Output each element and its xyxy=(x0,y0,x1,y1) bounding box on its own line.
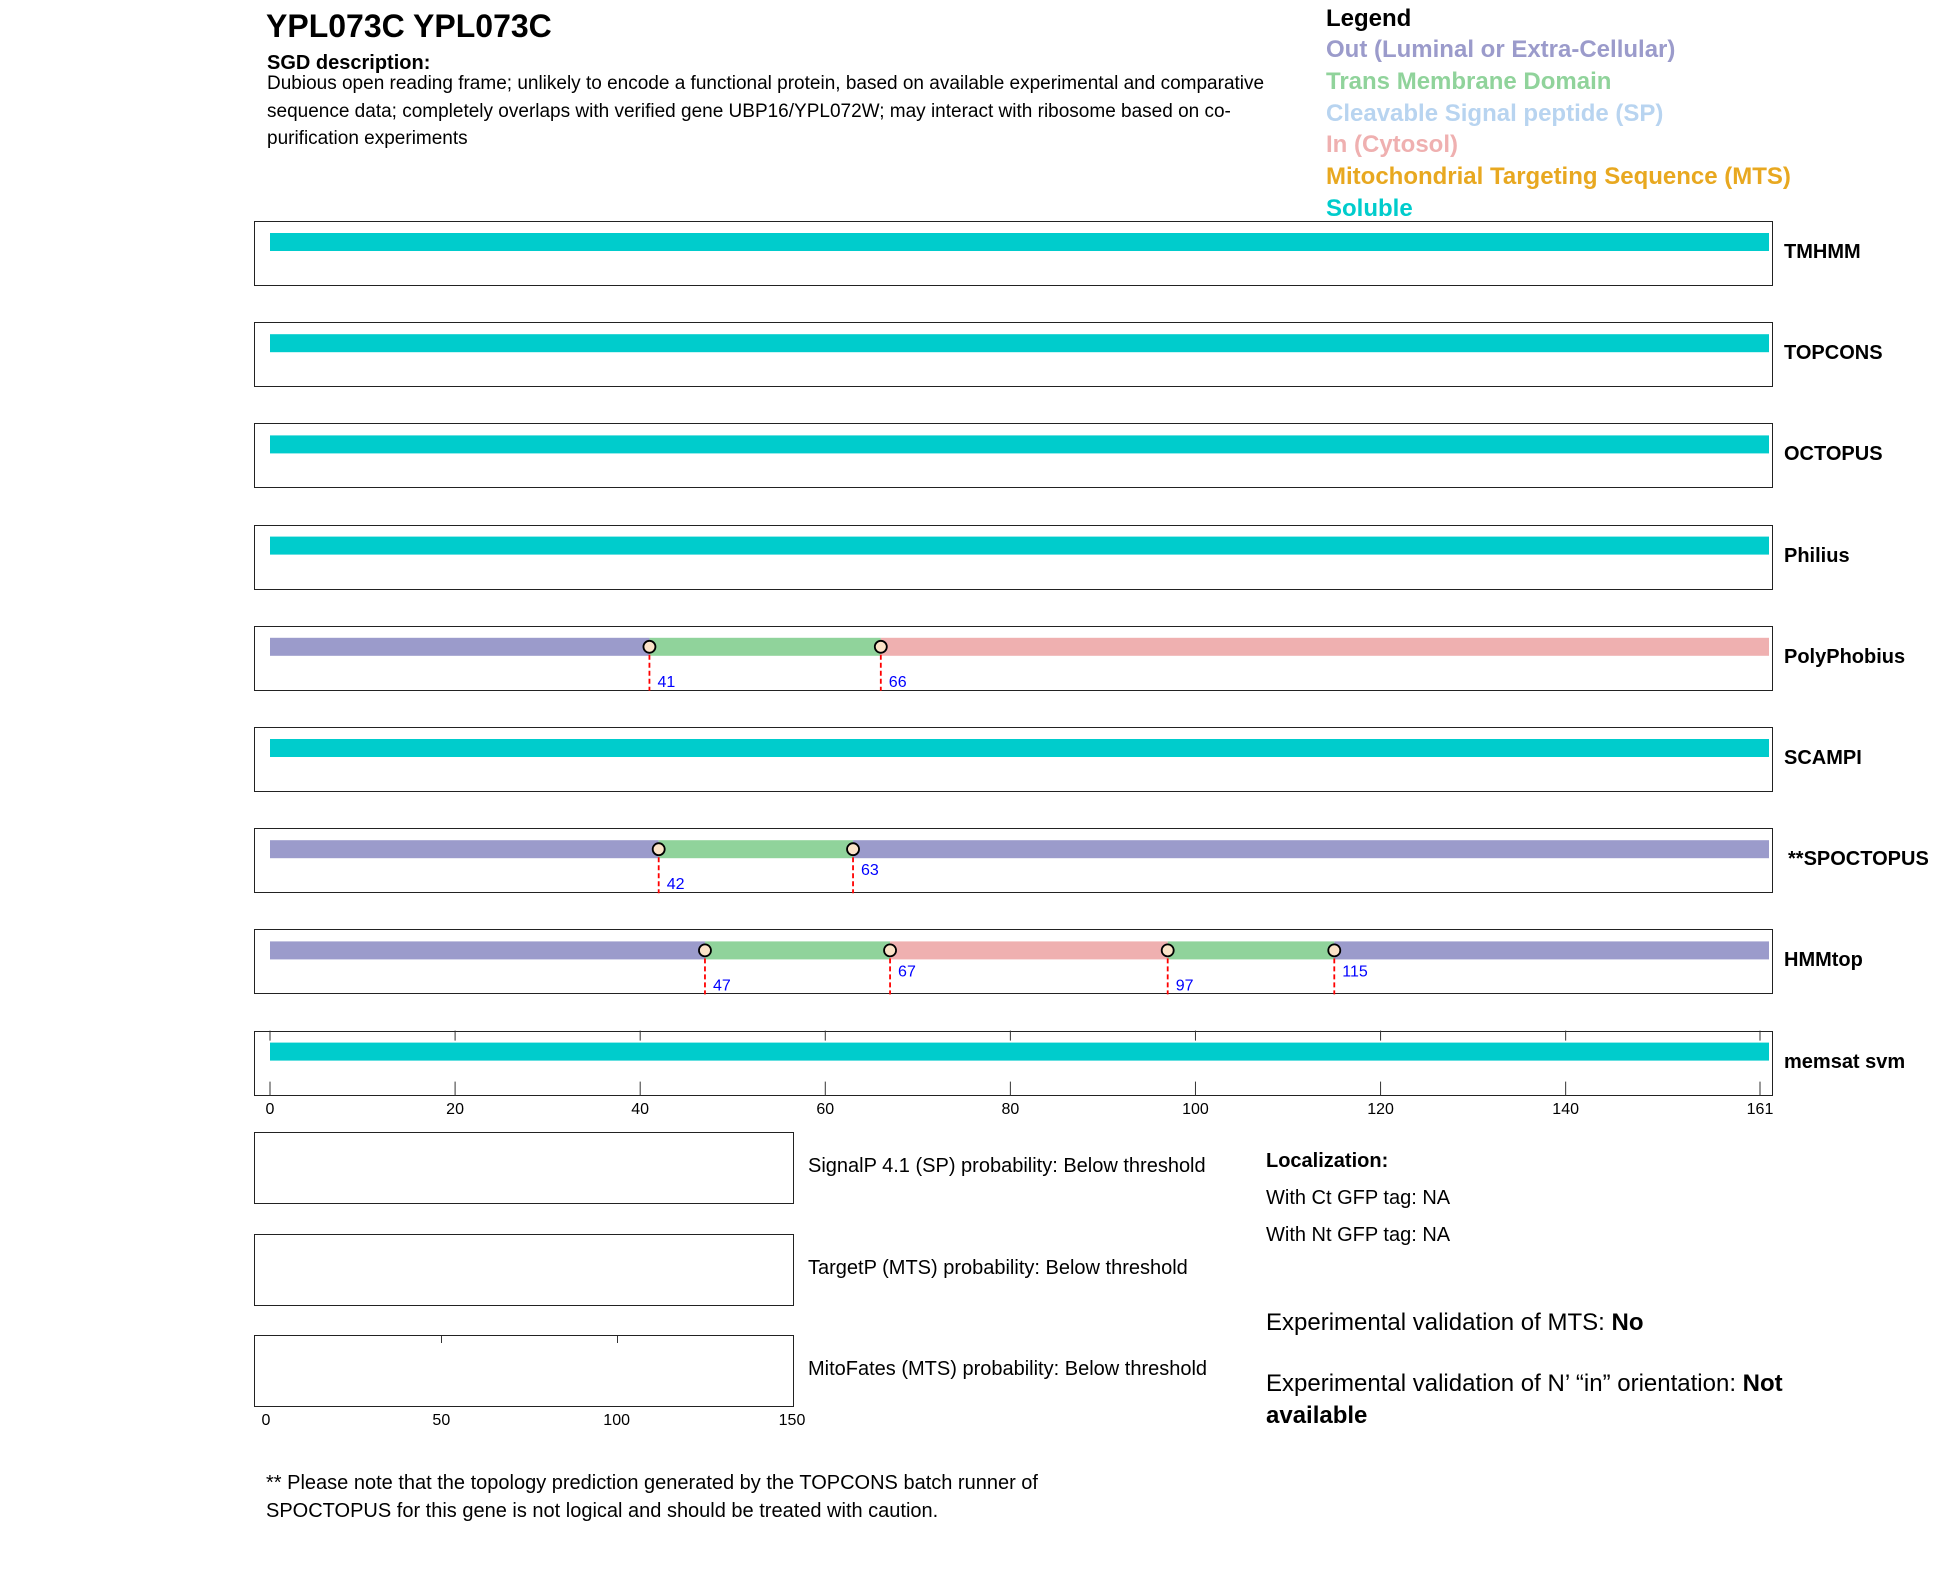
axis-tick-label: 80 xyxy=(1001,1101,1020,1118)
axis-tick-label: 161 xyxy=(1746,1101,1774,1118)
probability-label: SignalP 4.1 (SP) probability: Below thre… xyxy=(808,1155,1206,1177)
topology-segment xyxy=(270,536,1769,555)
track-label: OCTOPUS xyxy=(1784,443,1883,466)
axis-tick-label: 120 xyxy=(1367,1101,1394,1118)
topology-segment xyxy=(270,1042,1769,1061)
track-box xyxy=(254,1030,1773,1096)
axis-tick-label: 40 xyxy=(631,1101,650,1118)
orientation-validation-label: Experimental validation of N’ “in” orien… xyxy=(1266,1370,1743,1397)
prob-axis-tick xyxy=(616,1336,618,1343)
legend-item: Trans Membrane Domain xyxy=(1326,67,1612,95)
topology-segment xyxy=(270,637,650,656)
prob-axis-tick-label: 100 xyxy=(603,1412,631,1429)
topology-segment xyxy=(649,637,881,656)
boundary-label: 97 xyxy=(1176,977,1194,994)
topology-segment xyxy=(1167,941,1335,960)
axis-tick-label: 140 xyxy=(1552,1101,1579,1118)
sgd-description: Dubious open reading frame; unlikely to … xyxy=(267,73,1265,149)
probability-label: MitoFates (MTS) probability: Below thres… xyxy=(808,1358,1208,1380)
boundary-marker xyxy=(873,639,888,654)
boundary-label: 115 xyxy=(1342,963,1368,980)
track-box xyxy=(254,625,1773,691)
legend-item: Out (Luminal or Extra-Cellular) xyxy=(1326,36,1676,63)
track-label: **SPOCTOPUS xyxy=(1788,848,1929,871)
topology-segment xyxy=(1334,941,1769,960)
track-box xyxy=(254,322,1773,388)
topology-segment xyxy=(880,637,1769,656)
prob-axis-tick xyxy=(441,1336,443,1343)
orientation-validation-value: Not available xyxy=(1266,1370,1783,1429)
legend-item: Cleavable Signal peptide (SP) xyxy=(1326,99,1664,127)
orientation-validation: Experimental validation of N’ “in” orien… xyxy=(1266,1368,1866,1432)
topology-segment xyxy=(658,840,854,859)
track-label: TOPCONS xyxy=(1784,342,1883,365)
boundary-label: 67 xyxy=(898,963,916,980)
track-label: SCAMPI xyxy=(1784,747,1862,769)
prob-axis-tick-label: 150 xyxy=(778,1412,806,1429)
boundary-marker xyxy=(698,943,712,958)
legend-item: Mitochondrial Targeting Sequence (MTS) xyxy=(1326,163,1791,191)
probability-label: TargetP (MTS) probability: Below thresho… xyxy=(808,1256,1188,1279)
boundary-label: 47 xyxy=(713,977,731,994)
localization-heading: Localization: xyxy=(1266,1150,1389,1172)
track-label: memsat svm xyxy=(1784,1050,1906,1073)
localization-ct: With Ct GFP tag: NA xyxy=(1266,1187,1451,1209)
topology-segment xyxy=(270,941,705,960)
topology-segment xyxy=(270,739,1769,757)
probability-box xyxy=(254,1335,794,1407)
boundary-label: 63 xyxy=(861,862,879,879)
axis-tick-label: 100 xyxy=(1182,1101,1209,1118)
track-box xyxy=(254,221,1773,286)
topology-segment xyxy=(890,941,1168,960)
mts-validation-value: No xyxy=(1611,1309,1644,1336)
boundary-label: 66 xyxy=(889,674,907,691)
boundary-marker xyxy=(1160,943,1175,958)
legend-item: Soluble xyxy=(1326,195,1413,222)
topology-segment xyxy=(270,233,1769,251)
axis-tick-label: 0 xyxy=(265,1101,275,1118)
topology-segment xyxy=(270,334,1769,353)
boundary-marker xyxy=(1327,943,1342,958)
boundary-label: 41 xyxy=(657,674,675,691)
track-box xyxy=(254,828,1773,894)
track-box xyxy=(254,423,1773,489)
track-label: HMMtop xyxy=(1784,949,1863,972)
track-box xyxy=(254,929,1773,995)
axis-tick-label: 20 xyxy=(446,1101,464,1118)
mts-validation: Experimental validation of MTS: No xyxy=(1266,1309,1643,1337)
sgd-heading: SGD description: xyxy=(267,52,431,74)
boundary-marker xyxy=(883,943,897,958)
track-box xyxy=(254,524,1773,590)
topology-segment xyxy=(270,840,659,859)
localization-nt: With Nt GFP tag: NA xyxy=(1266,1224,1451,1246)
prob-axis-tick-label: 50 xyxy=(432,1412,451,1429)
track-box xyxy=(254,727,1773,792)
topology-segment xyxy=(270,435,1769,454)
boundary-marker xyxy=(846,842,860,857)
footnote: ** Please note that the topology predict… xyxy=(266,1472,1038,1522)
legend-item: In (Cytosol) xyxy=(1326,131,1458,159)
prob-axis-tick-label: 0 xyxy=(261,1412,271,1429)
axis-tick-label: 60 xyxy=(816,1101,835,1118)
track-label: PolyPhobius xyxy=(1784,645,1906,668)
track-label: Philius xyxy=(1784,544,1850,567)
page-title: YPL073C YPL073C xyxy=(266,8,552,44)
topology-segment xyxy=(704,941,891,960)
track-label: TMHMM xyxy=(1784,241,1861,263)
boundary-marker xyxy=(651,842,666,857)
mts-validation-label: Experimental validation of MTS: xyxy=(1266,1309,1612,1336)
probability-box xyxy=(254,1233,794,1306)
legend-title: Legend xyxy=(1326,5,1412,32)
topology-segment xyxy=(853,840,1769,859)
probability-box xyxy=(254,1132,794,1204)
boundary-label: 42 xyxy=(667,876,685,893)
boundary-marker xyxy=(642,639,657,654)
